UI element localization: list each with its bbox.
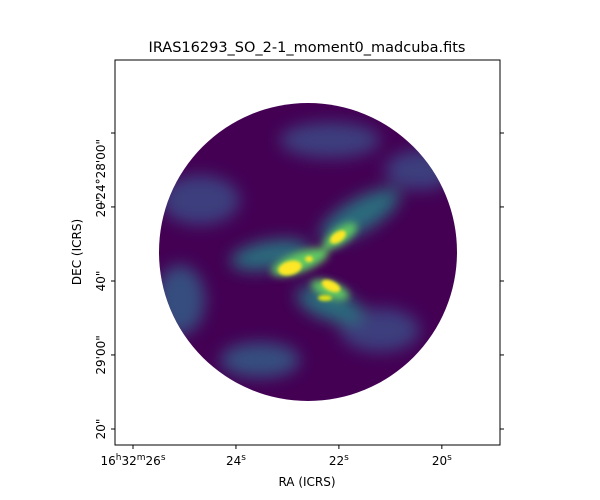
x-tick-label: 20s [432,453,452,468]
x-tick-label: 24s [226,453,246,468]
x-axis-label: RA (ICRS) [278,475,335,489]
chart-title: IRAS16293_SO_2-1_moment0_madcuba.fits [149,40,466,56]
axes-frame [114,59,501,446]
y-tick-label: 20" [94,197,108,218]
x-tick-label: 22s [329,453,349,468]
y-tick-label: −24°28'00" [94,139,108,210]
y-axis-label: DEC (ICRS) [70,219,84,285]
y-tick-label: 29'00" [94,335,108,374]
image [159,103,457,401]
x-tick-label: 16h32m26s [100,453,165,468]
y-tick-label: 40" [94,271,108,292]
y-tick-label: 20" [94,419,108,440]
